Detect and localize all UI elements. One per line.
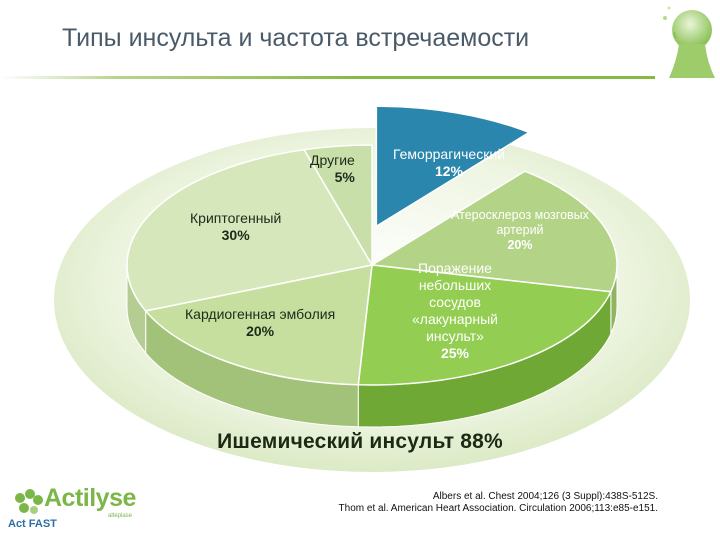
slice-label-other: Другие 5% (310, 152, 355, 185)
human-head-icon (663, 6, 715, 78)
page-title: Типы инсульта и частота встречаемости (62, 24, 530, 52)
pie-layer (126, 105, 618, 428)
actilyse-logo-icon (15, 489, 43, 514)
pie-slice-atherosclerosis (369, 170, 618, 293)
logo-tag: alteplase (108, 513, 133, 519)
slice-label-cardioembolic: Кардиогенная эмболия 20% (185, 306, 336, 339)
references: Albers et al. Chest 2004;126 (3 Suppl):4… (338, 491, 658, 514)
slice-label-atherosclerosis: Атеросклероз мозговых артерий 20% (451, 208, 589, 252)
pie-slice-other (302, 144, 373, 268)
logo-slogan: Act FAST (8, 518, 57, 530)
pie-slice-lacunar (357, 264, 612, 386)
pie-slice-cryptogenic (126, 148, 374, 312)
pie-slice-hemorrhagic (375, 105, 531, 228)
title-divider (0, 76, 655, 79)
slice-label-lacunar: Поражение небольших сосудов «лакунарный … (412, 260, 498, 361)
slice-label-hemorrhagic: Геморрагический 12% (393, 146, 505, 179)
ischemic-group-label: Ишемический инсульт 88% (217, 430, 503, 453)
pie-slice-cardioembolic (144, 264, 373, 386)
slice-label-cryptogenic: Криптогенный 30% (190, 210, 282, 243)
logo-wordmark: Actilyse (44, 484, 136, 512)
